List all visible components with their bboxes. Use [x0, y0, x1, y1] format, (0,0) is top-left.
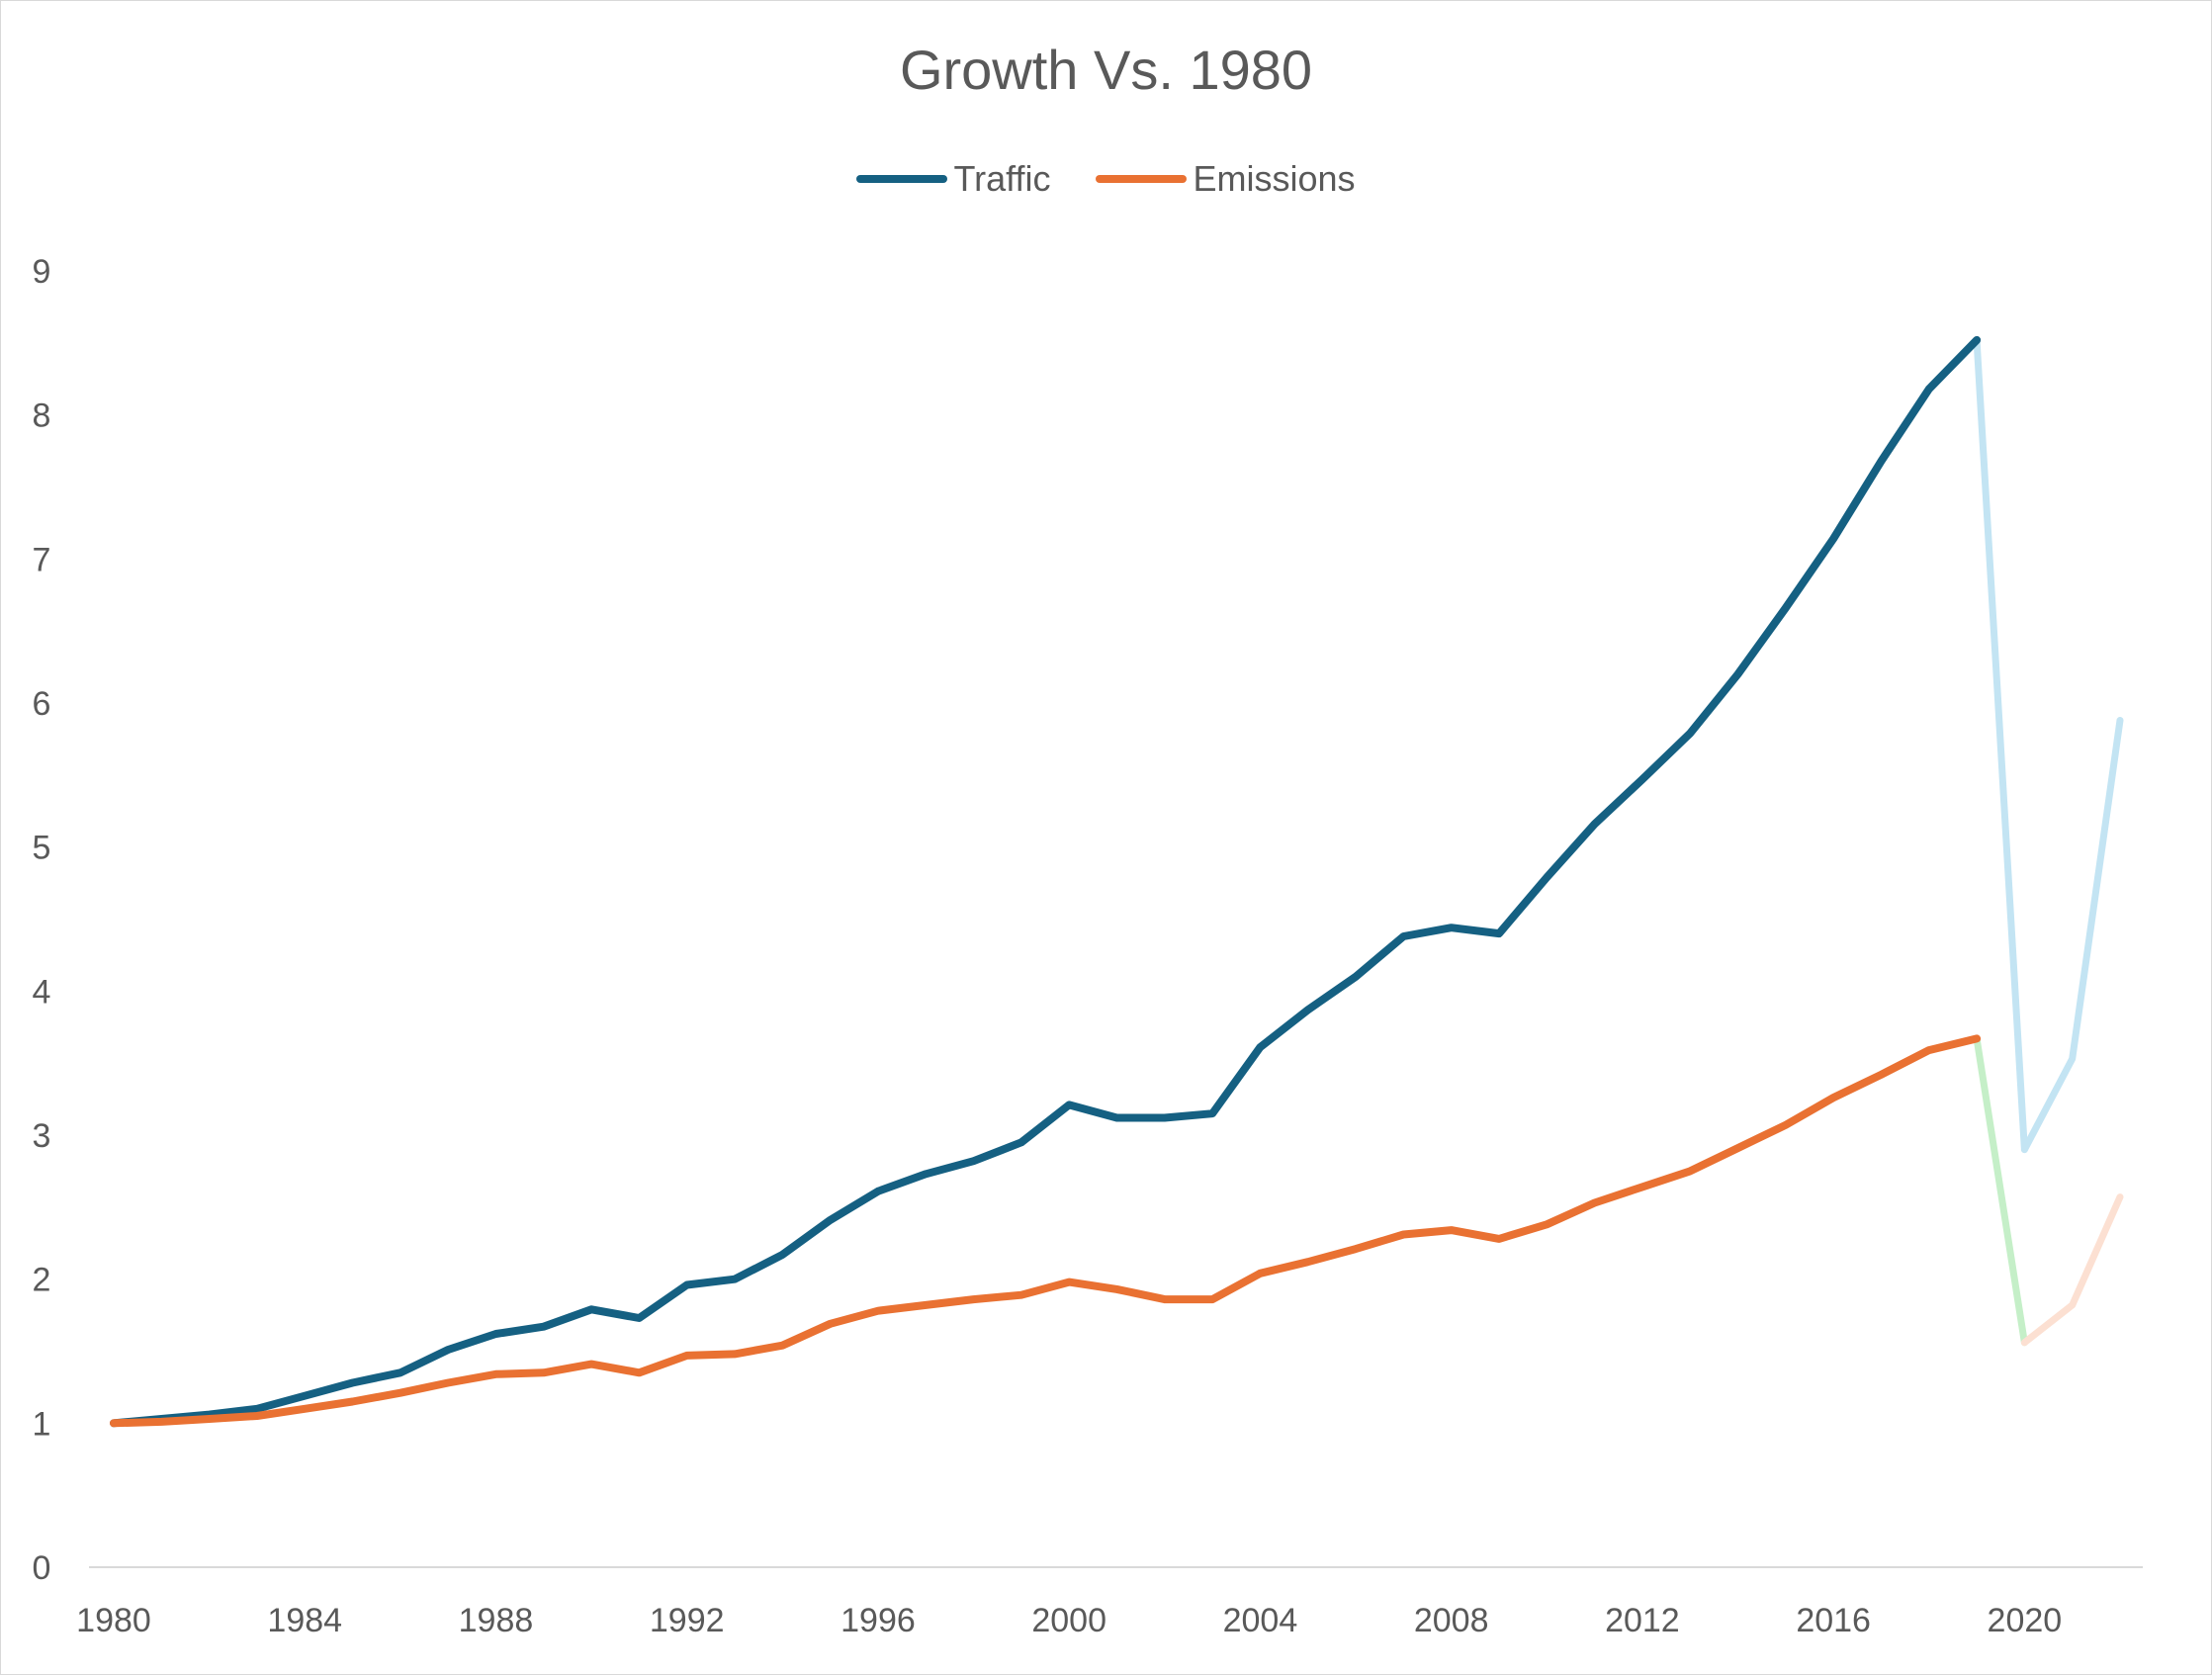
x-tick-label: 1984 [267, 1602, 342, 1639]
legend-item-traffic: Traffic [856, 158, 1050, 200]
y-tick-label: 3 [33, 1117, 51, 1155]
legend-item-emissions: Emissions [1096, 158, 1356, 200]
y-tick-label: 1 [33, 1405, 51, 1443]
series-tail-emissions [2020, 1193, 2124, 1347]
x-tick-label: 1992 [650, 1602, 725, 1639]
x-tick-label: 2016 [1796, 1602, 1871, 1639]
series-tail-traffic [2020, 717, 2124, 1154]
y-tick-label: 9 [33, 253, 51, 291]
legend-label-traffic: Traffic [953, 158, 1051, 199]
legend-label-emissions: Emissions [1193, 158, 1356, 199]
legend-swatch-emissions [1096, 175, 1188, 183]
x-tick-label: 2012 [1605, 1602, 1680, 1639]
series-drop-traffic [1973, 336, 2028, 1154]
x-tick-label: 1980 [76, 1602, 151, 1639]
legend: Traffic Emissions [0, 158, 2212, 200]
x-tick-label: 2008 [1414, 1602, 1489, 1639]
x-tick-label: 2020 [1988, 1602, 2063, 1639]
series-drop-emissions [1973, 1034, 2028, 1347]
y-tick-label: 8 [33, 397, 51, 435]
series-line-traffic [110, 335, 1982, 1428]
y-tick-label: 5 [33, 830, 51, 867]
series-line-emissions [110, 1034, 1982, 1428]
y-tick-label: 6 [33, 685, 51, 723]
y-tick-label: 0 [33, 1549, 51, 1587]
x-tick-label: 2000 [1031, 1602, 1106, 1639]
y-tick-label: 2 [33, 1262, 51, 1299]
y-tick-label: 4 [33, 973, 51, 1011]
x-tick-label: 2004 [1223, 1602, 1298, 1639]
x-tick-label: 1988 [459, 1602, 534, 1639]
y-tick-label: 7 [33, 541, 51, 578]
x-tick-label: 1996 [841, 1602, 916, 1639]
chart-title: Growth Vs. 1980 [899, 39, 1313, 101]
legend-swatch-traffic [856, 175, 948, 183]
